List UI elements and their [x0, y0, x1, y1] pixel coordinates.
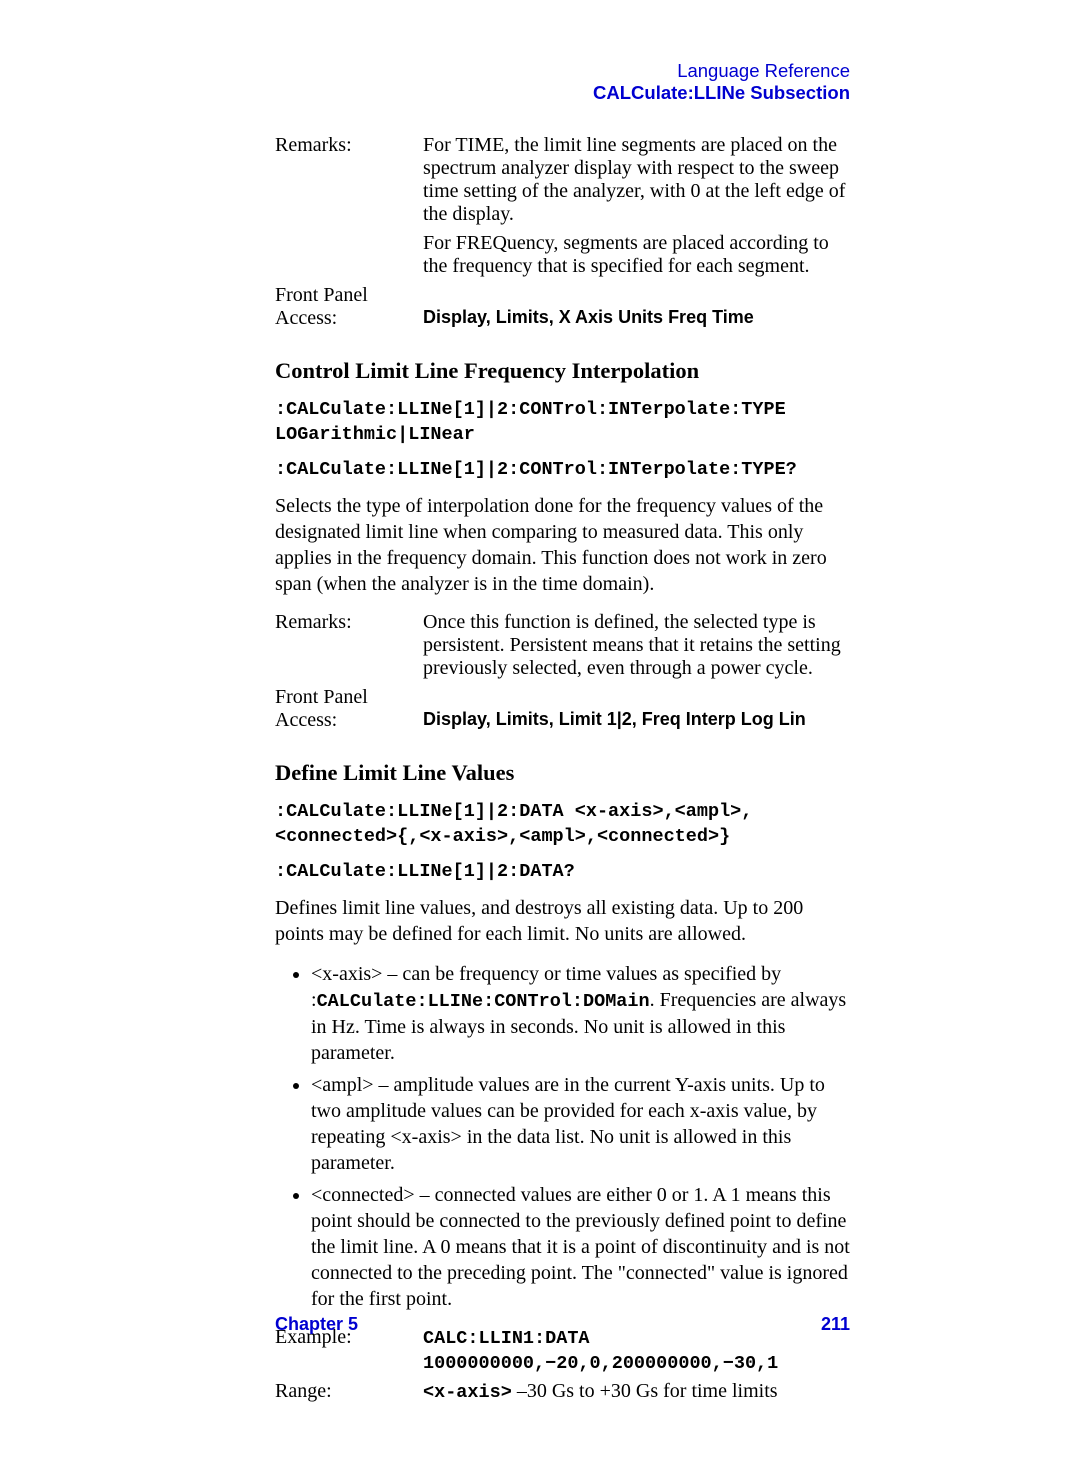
list-item: <ampl> – amplitude values are in the cur… — [311, 1072, 850, 1176]
interp-description: Selects the type of interpolation done f… — [275, 493, 850, 597]
remarks-label: Remarks: — [275, 134, 423, 226]
header-line-1: Language Reference — [275, 60, 850, 82]
scpi-query-data: :CALCulate:LLINe[1]|2:DATA? — [275, 860, 850, 885]
range-value: <x-axis> –30 Gs to +30 Gs for time limit… — [423, 1380, 850, 1403]
range-rest: –30 Gs to +30 Gs for time limits — [512, 1380, 778, 1402]
header-line-2: CALCulate:LLINe Subsection — [275, 82, 850, 104]
front-panel-access-1: Display, Limits, X Axis Units Freq Time — [423, 307, 850, 330]
scpi-cmd-data: :CALCulate:LLINe[1]|2:DATA <x-axis>,<amp… — [275, 800, 850, 850]
parameter-list: <x-axis> – can be frequency or time valu… — [275, 961, 850, 1312]
remarks-text-2: For FREQuency, segments are placed accor… — [423, 232, 850, 278]
front-panel-label-4: Access: — [275, 709, 423, 732]
heading-define-values: Define Limit Line Values — [275, 760, 850, 786]
range-label: Range: — [275, 1380, 423, 1403]
remarks-text-1: For TIME, the limit line segments are pl… — [423, 134, 850, 226]
remarks-text-3: Once this function is defined, the selec… — [423, 611, 850, 680]
bullet-1-mono: CALCulate:LLINe:CONTrol:DOMain — [317, 991, 650, 1012]
page-header: Language Reference CALCulate:LLINe Subse… — [275, 60, 850, 104]
footer-chapter: Chapter 5 — [275, 1314, 358, 1335]
list-item: <x-axis> – can be frequency or time valu… — [311, 961, 850, 1066]
footer-page-number: 211 — [821, 1314, 850, 1335]
data-description: Defines limit line values, and destroys … — [275, 895, 850, 947]
example-line-2: 1000000000,−20,0,200000000,−30,1 — [423, 1353, 778, 1374]
range-mono: <x-axis> — [423, 1382, 512, 1403]
page-body: Language Reference CALCulate:LLINe Subse… — [0, 0, 1080, 1475]
page-footer: Chapter 5 211 — [275, 1314, 850, 1335]
heading-interpolation: Control Limit Line Frequency Interpolati… — [275, 358, 850, 384]
front-panel-label-1: Front Panel — [275, 284, 423, 307]
list-item: <connected> – connected values are eithe… — [311, 1182, 850, 1312]
front-panel-label-3: Front Panel — [275, 686, 423, 709]
scpi-cmd-interp: :CALCulate:LLINe[1]|2:CONTrol:INTerpolat… — [275, 398, 850, 448]
section-1: Remarks: For TIME, the limit line segmen… — [275, 134, 850, 330]
remarks-label-2: Remarks: — [275, 611, 423, 680]
scpi-query-interp: :CALCulate:LLINe[1]|2:CONTrol:INTerpolat… — [275, 458, 850, 483]
front-panel-label-2: Access: — [275, 307, 423, 330]
front-panel-access-2: Display, Limits, Limit 1|2, Freq Interp … — [423, 709, 850, 732]
